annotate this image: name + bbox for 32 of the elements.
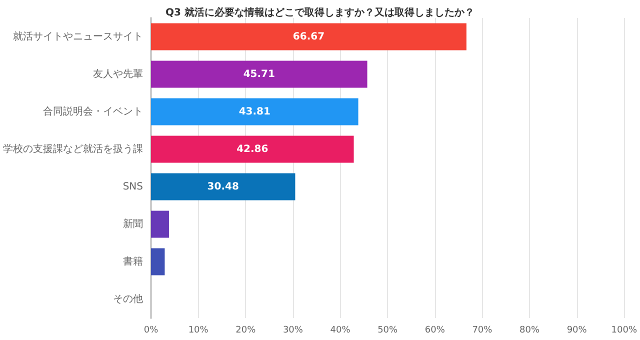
- y-tick-label: 学校の支援課など就活を扱う課: [3, 142, 143, 155]
- x-tick-label: 0%: [144, 326, 159, 336]
- y-tick-label: SNS: [122, 181, 143, 192]
- x-tick-label: 40%: [330, 326, 351, 336]
- bar: [151, 23, 466, 50]
- x-tick-label: 100%: [611, 326, 638, 336]
- data-label: 66.67: [292, 31, 325, 42]
- y-tick-label: 友人や先輩: [93, 68, 143, 80]
- x-tick-label: 20%: [236, 326, 256, 336]
- bar: [151, 136, 354, 163]
- chart-title: Q3 就活に必要な情報はどこで取得しますか？又は取得しましたか？: [166, 6, 474, 18]
- x-tick-label: 60%: [424, 326, 446, 336]
- bar: [151, 173, 296, 200]
- y-tick-label: 新聞: [123, 218, 143, 230]
- x-tick-label: 70%: [472, 326, 493, 336]
- x-tick-label: 30%: [282, 326, 304, 336]
- bar: [151, 98, 358, 126]
- bar: [151, 60, 368, 88]
- x-tick-label: 80%: [520, 326, 540, 336]
- data-label: 45.71: [243, 68, 275, 80]
- x-tick-label: 50%: [378, 326, 398, 336]
- bar: [151, 248, 165, 276]
- y-tick-label: 就活サイトやニュースサイト: [13, 30, 143, 42]
- y-tick-label: 書籍: [123, 255, 143, 268]
- y-tick-label: 合同説明会・イベント: [43, 105, 143, 118]
- y-tick-label: その他: [113, 292, 143, 305]
- x-tick-label: 90%: [566, 326, 588, 336]
- data-label: 30.48: [207, 181, 239, 192]
- data-label: 42.86: [236, 144, 268, 155]
- bar: [151, 210, 169, 238]
- data-label: 43.81: [238, 106, 270, 118]
- x-tick-label: 10%: [188, 326, 209, 336]
